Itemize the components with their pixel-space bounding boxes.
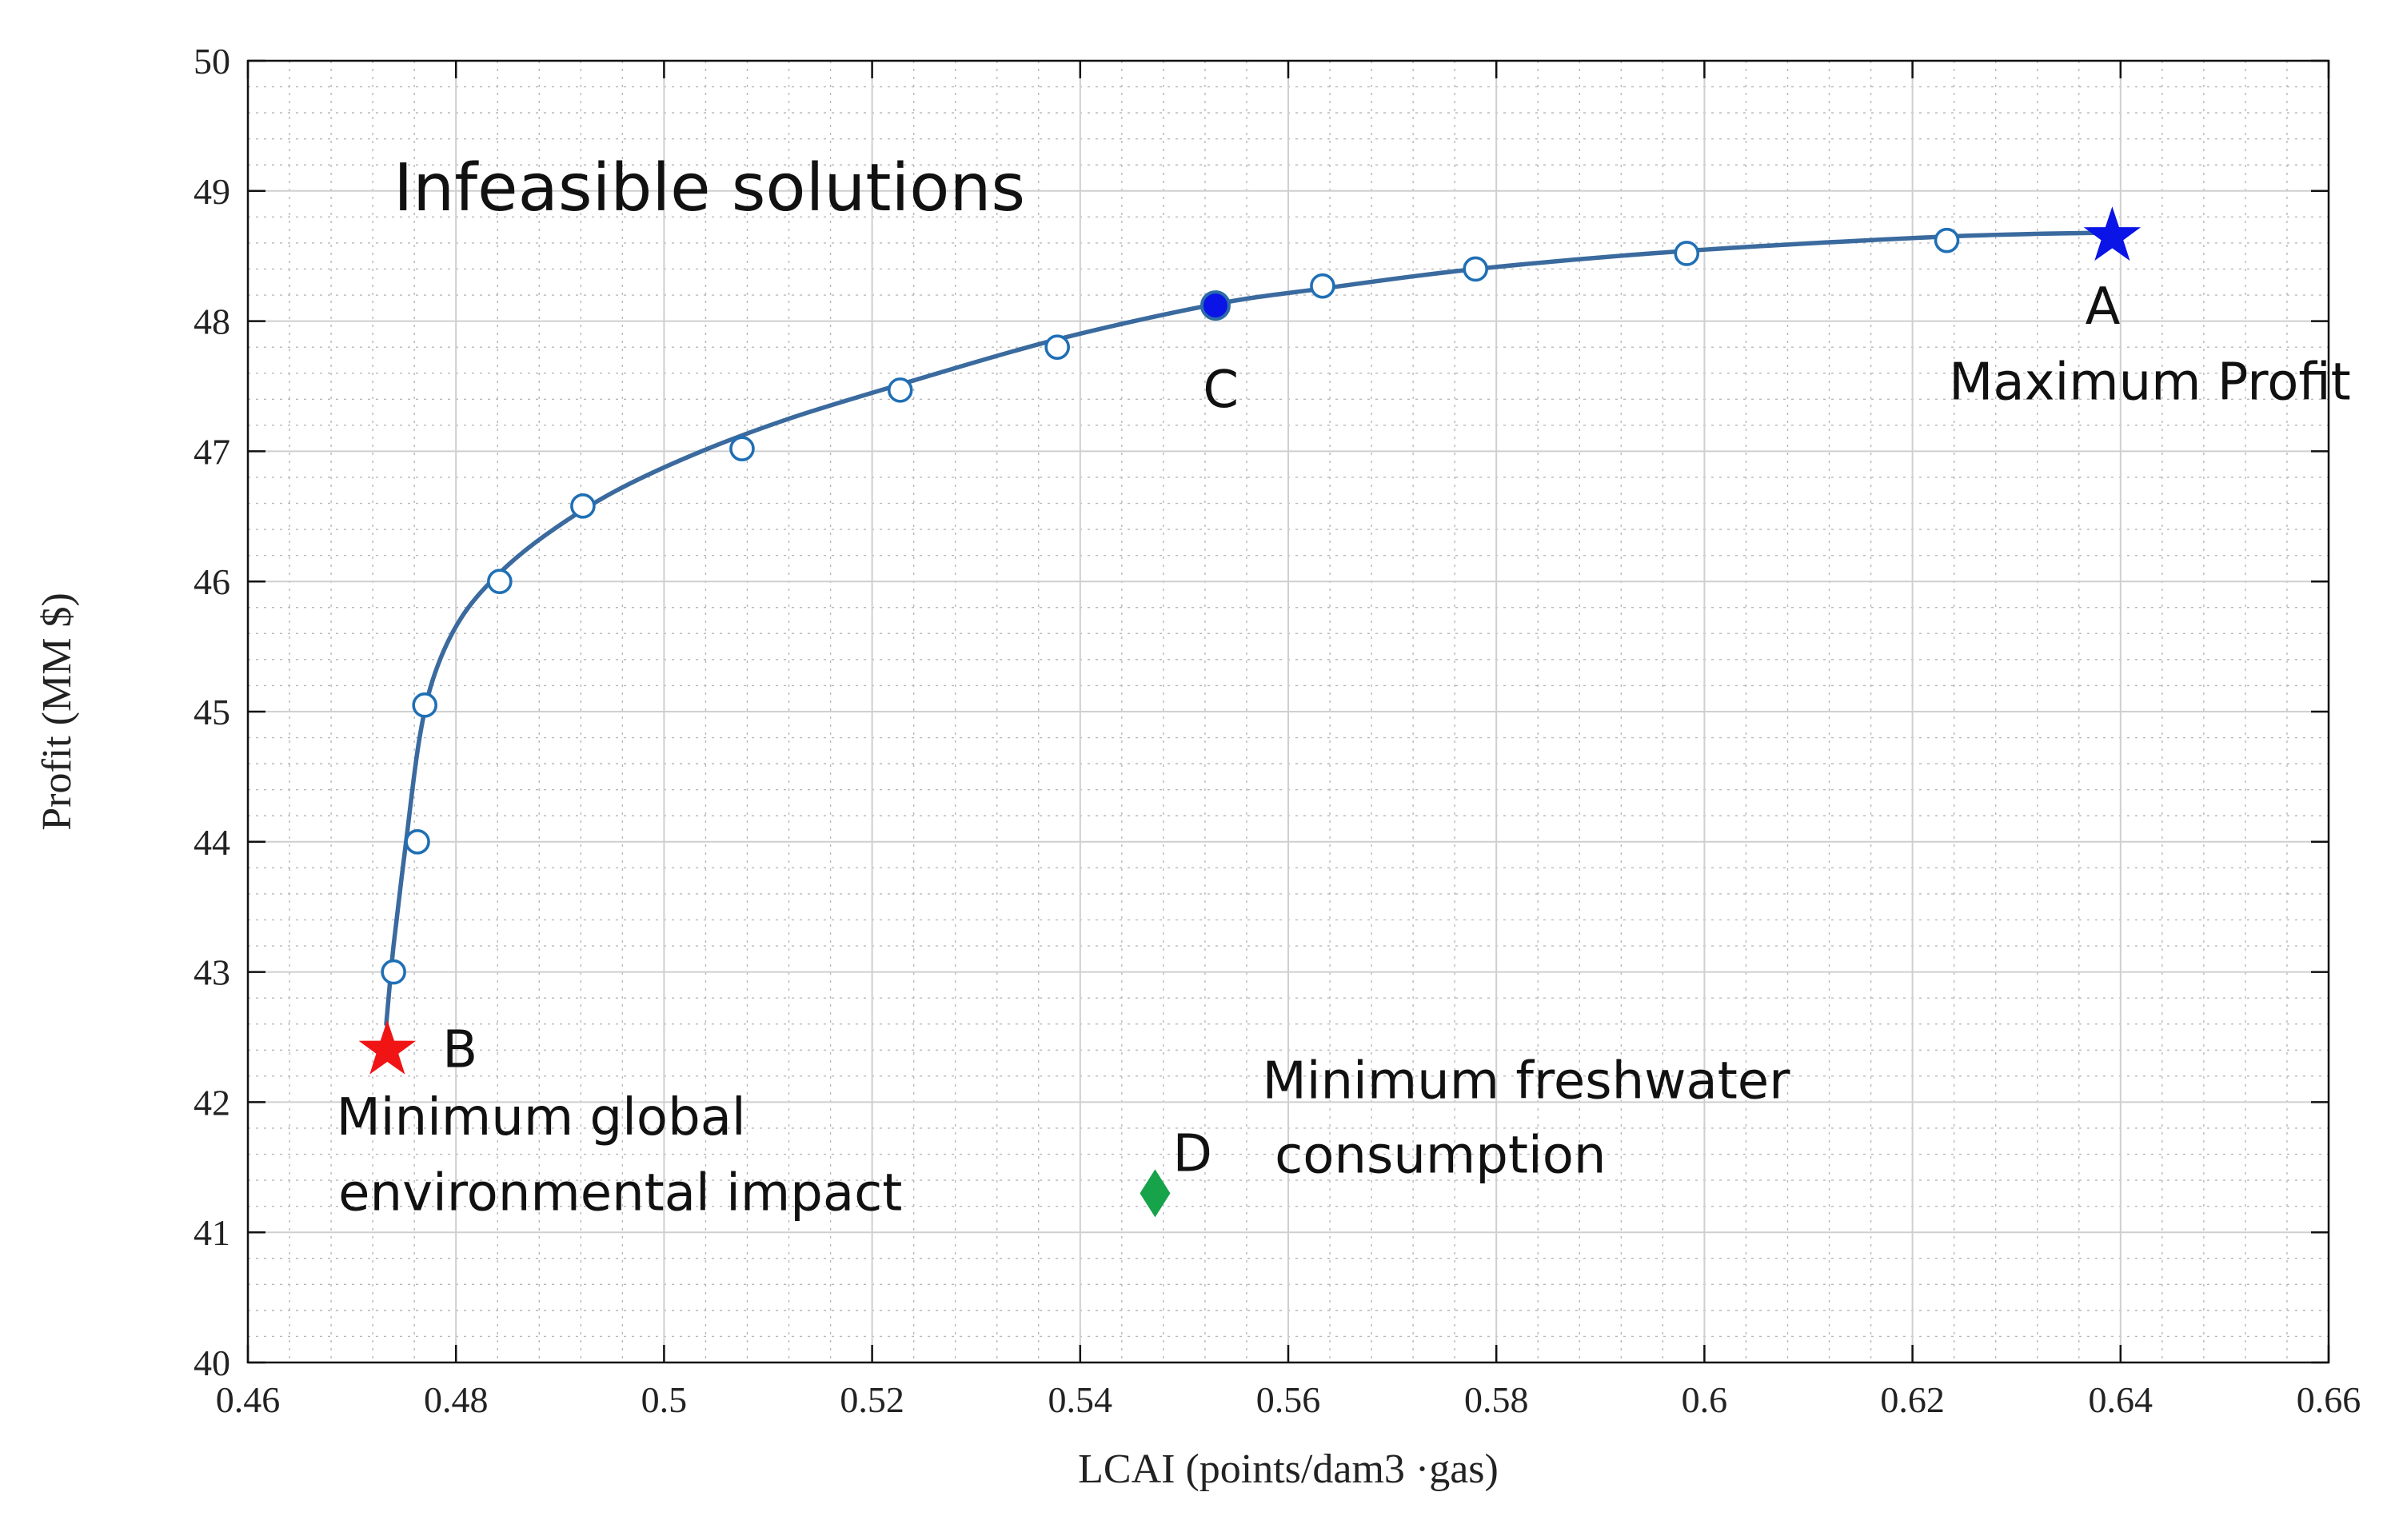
label-d: D — [1173, 1125, 1212, 1184]
x-tick-label: 0.62 — [1880, 1379, 1945, 1420]
point-d-diamond — [1140, 1169, 1171, 1218]
x-tick-label: 0.6 — [1682, 1379, 1728, 1420]
pareto-point — [1934, 227, 1960, 253]
pareto-point — [381, 959, 406, 985]
x-tick-label: 0.56 — [1256, 1379, 1321, 1420]
pareto-front-line — [384, 230, 2113, 1027]
pareto-point — [1463, 256, 1488, 282]
label-consumption: consumption — [1275, 1126, 1606, 1185]
x-tick-label: 0.5 — [641, 1379, 688, 1420]
pareto-point — [729, 436, 755, 461]
y-tick-labels: 40 41 42 43 44 45 46 47 48 49 50 — [194, 41, 230, 1383]
pareto-point — [405, 829, 430, 855]
y-tick-label: 48 — [194, 301, 230, 342]
x-tick-label: 0.48 — [424, 1379, 489, 1420]
y-tick-label: 40 — [194, 1343, 230, 1383]
pareto-point — [412, 692, 437, 718]
x-axis-title: LCAI (points/dam3 ·gas) — [1078, 1446, 1499, 1492]
point-c-marker — [1199, 290, 1231, 321]
x-tick-labels: 0.46 0.48 0.5 0.52 0.54 0.56 0.58 0.6 0.62 0.64 0.… — [216, 1379, 2361, 1420]
annotations-layer: Infeasible solutions A Maximum Profit B Mini… — [337, 150, 2351, 1223]
x-tick-label: 0.58 — [1464, 1379, 1529, 1420]
label-minimum-freshwater: Minimum freshwater — [1262, 1052, 1790, 1111]
label-maximum-profit: Maximum Profit — [1949, 353, 2351, 412]
y-axis-title: Profit (MM $) — [34, 592, 80, 831]
pareto-point — [487, 569, 513, 595]
y-tick-label: 46 — [194, 561, 230, 602]
pareto-point — [887, 377, 913, 403]
label-b: B — [442, 1020, 477, 1079]
label-environmental-impact: environmental impact — [338, 1164, 902, 1223]
special-points-layer — [358, 206, 2142, 1218]
axis-ticks — [246, 59, 2330, 1364]
y-tick-label: 47 — [194, 431, 230, 472]
y-tick-label: 41 — [194, 1212, 230, 1253]
x-tick-label: 0.52 — [840, 1379, 904, 1420]
y-tick-label: 43 — [194, 952, 230, 993]
x-tick-label: 0.54 — [1048, 1379, 1113, 1420]
pareto-curve-layer — [384, 230, 2113, 1027]
label-minimum-global: Minimum global — [337, 1088, 746, 1147]
infeasible-label: Infeasible solutions — [393, 150, 1025, 226]
point-a-star — [2083, 206, 2142, 261]
x-tick-label: 0.64 — [2089, 1379, 2153, 1420]
y-tick-label: 45 — [194, 692, 230, 732]
point-b-star — [358, 1019, 417, 1075]
x-tick-label: 0.66 — [2297, 1379, 2361, 1420]
pareto-point — [570, 493, 596, 519]
y-tick-label: 49 — [194, 171, 230, 212]
y-tick-label: 42 — [194, 1082, 230, 1123]
pareto-point — [1674, 241, 1700, 266]
y-tick-label: 50 — [194, 41, 230, 82]
y-tick-label: 44 — [194, 822, 230, 863]
label-c: C — [1203, 361, 1239, 420]
x-tick-label: 0.46 — [216, 1379, 281, 1420]
pareto-point — [1044, 334, 1070, 360]
pareto-points-layer — [381, 227, 1960, 985]
label-a: A — [2086, 277, 2121, 337]
pareto-point — [1310, 273, 1335, 299]
